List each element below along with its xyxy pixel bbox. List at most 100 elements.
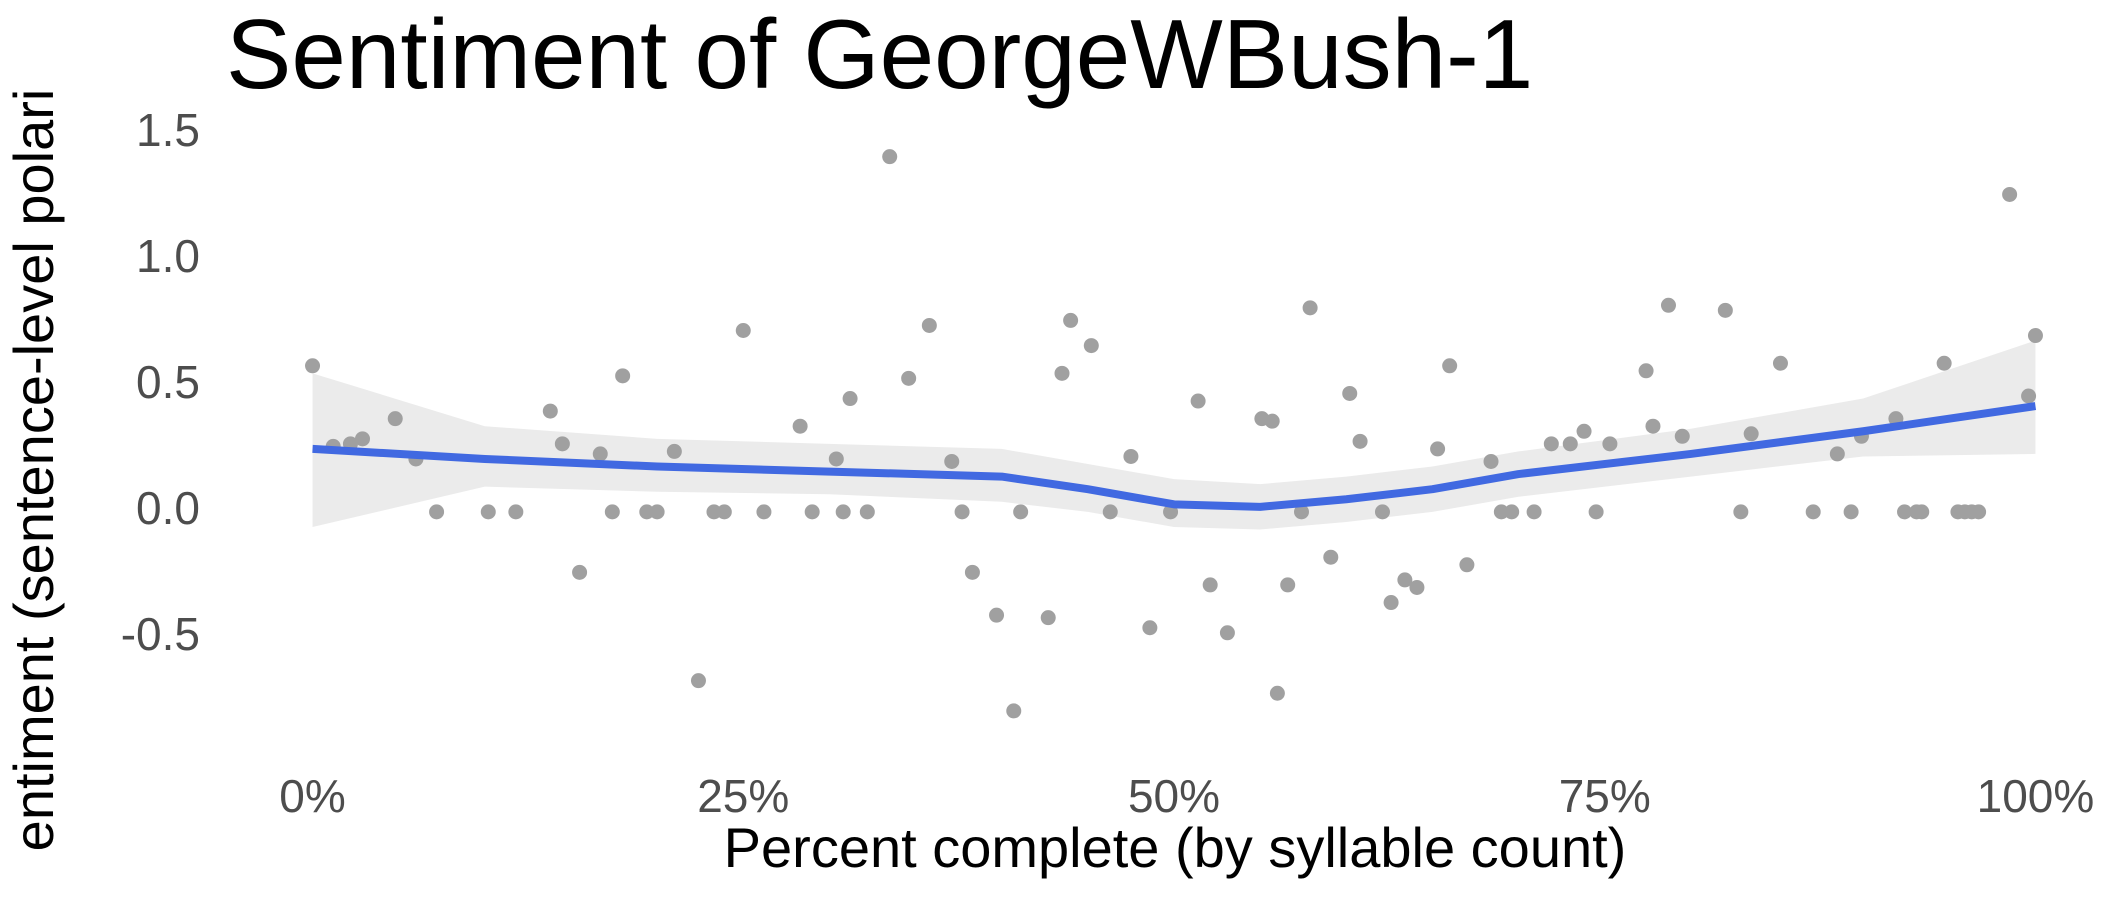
data-point (1269, 685, 1285, 701)
data-point (1576, 423, 1592, 439)
data-point (835, 504, 851, 520)
smooth-line (312, 402, 2037, 511)
data-point (639, 504, 655, 520)
data-point (1526, 504, 1542, 520)
y-tick-label: 1.0 (136, 230, 200, 282)
data-point (1063, 312, 1079, 328)
data-point (1772, 355, 1788, 371)
y-tick-label: 0.0 (136, 482, 200, 534)
data-point (1459, 557, 1475, 573)
data-point (1733, 504, 1749, 520)
data-point (387, 411, 403, 427)
x-tick-label: 0% (279, 770, 345, 822)
data-point (1293, 504, 1309, 520)
data-point (859, 504, 875, 520)
data-point (2021, 388, 2037, 404)
data-point (1397, 572, 1413, 588)
data-point (944, 453, 960, 469)
data-point (716, 504, 732, 520)
x-tick-label: 25% (697, 770, 789, 822)
data-point (804, 504, 820, 520)
data-point (592, 446, 608, 462)
data-point (354, 431, 370, 447)
data-point (1897, 504, 1913, 520)
data-point (305, 358, 321, 374)
data-point (429, 504, 445, 520)
data-point (1602, 436, 1618, 452)
data-point (1936, 355, 1952, 371)
data-point (666, 443, 682, 459)
data-point (1674, 428, 1690, 444)
data-point (882, 149, 898, 165)
data-point (1430, 441, 1446, 457)
data-point (1083, 338, 1099, 354)
data-point (615, 368, 631, 384)
data-point (842, 391, 858, 407)
data-point (756, 504, 772, 520)
x-tick-label: 75% (1559, 770, 1651, 822)
data-point (954, 504, 970, 520)
x-tick-label: 50% (1128, 770, 1220, 822)
data-point (1190, 393, 1206, 409)
y-tick-label: -0.5 (121, 608, 200, 660)
data-point (1383, 595, 1399, 611)
data-point (1483, 453, 1499, 469)
data-point (1219, 625, 1235, 641)
data-point (1829, 446, 1845, 462)
data-point (1543, 436, 1559, 452)
data-point (2002, 186, 2018, 202)
data-point (1843, 504, 1859, 520)
data-point (690, 673, 706, 689)
data-point (1280, 577, 1296, 593)
data-point (828, 451, 844, 467)
data-point (1971, 504, 1987, 520)
data-point (735, 322, 751, 338)
data-point (1323, 549, 1339, 565)
y-tick-label: 0.5 (136, 356, 200, 408)
data-point (1374, 504, 1390, 520)
data-point (1264, 413, 1280, 429)
data-point (1660, 297, 1676, 313)
data-point (1409, 579, 1425, 595)
data-point (1504, 504, 1520, 520)
data-point (1805, 504, 1821, 520)
data-point (989, 607, 1005, 623)
data-point (1123, 448, 1139, 464)
data-point (508, 504, 524, 520)
data-point (1442, 358, 1458, 374)
data-point (901, 370, 917, 386)
data-point (921, 317, 937, 333)
data-point (1562, 436, 1578, 452)
data-point (964, 564, 980, 580)
x-axis-title: Percent complete (by syllable count) (724, 816, 1627, 879)
data-point (554, 436, 570, 452)
data-point (706, 504, 722, 520)
data-point (480, 504, 496, 520)
data-point (542, 403, 558, 419)
data-point (1040, 610, 1056, 626)
data-point (1645, 418, 1661, 434)
data-point (1302, 300, 1318, 316)
data-point (572, 564, 588, 580)
data-point (1013, 504, 1029, 520)
data-point (1588, 504, 1604, 520)
data-point (604, 504, 620, 520)
data-point (1102, 504, 1118, 520)
data-point (1743, 426, 1759, 442)
data-point (1202, 577, 1218, 593)
data-point (1638, 363, 1654, 379)
x-tick-label: 100% (1977, 770, 2095, 822)
confidence-band (312, 340, 2036, 530)
data-point (1717, 302, 1733, 318)
data-point (792, 418, 808, 434)
data-point (649, 504, 665, 520)
data-point (1006, 703, 1022, 719)
data-point (2027, 328, 2043, 344)
data-point (1352, 433, 1368, 449)
data-point (1342, 385, 1358, 401)
y-tick-label: 1.5 (136, 104, 200, 156)
data-point (1493, 504, 1509, 520)
data-point (1054, 365, 1070, 381)
chart-title: Sentiment of GeorgeWBush-1 (226, 0, 1533, 109)
